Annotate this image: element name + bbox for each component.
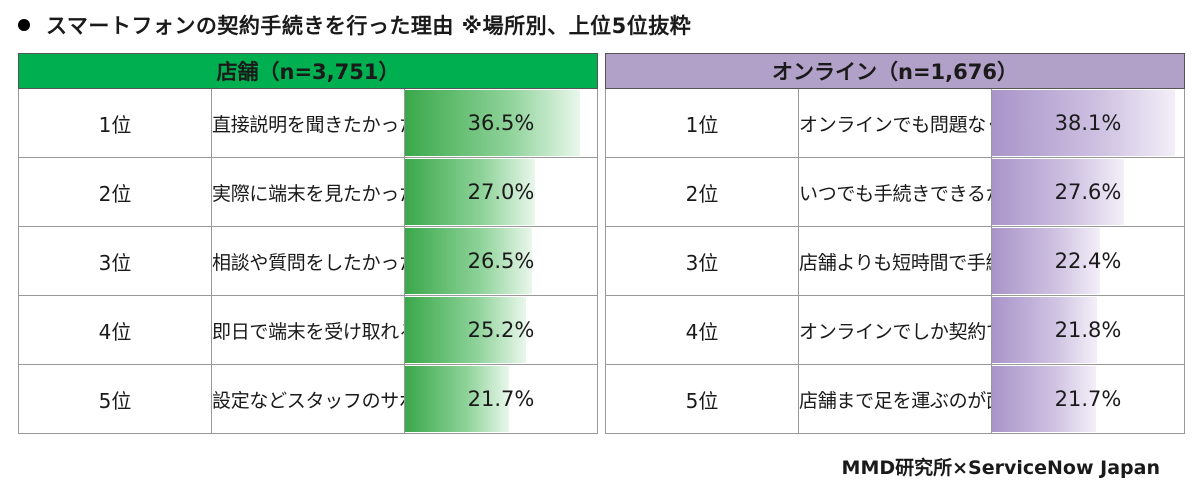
online-bar-4 [992, 297, 1097, 363]
percent-label: 25.2% [467, 318, 535, 342]
reason-label: いつでも手続きできるから [798, 157, 992, 227]
online-row-5: 5位店舗まで足を運ぶのが面倒だから 21.7% [605, 364, 1185, 434]
rank-label: 3位 [605, 226, 799, 296]
online-table-body: 1位オンラインでも問題なく手続きできるから 38.1% 2位いつでも手続きできるから… [605, 88, 1185, 434]
rank-label: 4位 [605, 295, 799, 365]
rank-label: 2位 [605, 157, 799, 227]
online-header: オンライン（n=1,676） [605, 53, 1185, 89]
store-row-1: 1位直接説明を聞きたかったから 36.5% [18, 88, 598, 158]
online-bar-2 [992, 159, 1125, 225]
online-bar-1 [992, 90, 1175, 156]
percent-cell: 27.0% [404, 157, 598, 227]
reason-label: 実際に端末を見たかったから [211, 157, 405, 227]
store-row-4: 4位即日で端末を受け取れるから 25.2% [18, 295, 598, 365]
rank-label: 2位 [18, 157, 212, 227]
store-table: 店舗（n=3,751） 1位直接説明を聞きたかったから 36.5% 2位実際に端末を… [18, 53, 598, 434]
rank-label: 5位 [18, 364, 212, 434]
online-row-4: 4位オンラインでしか契約できない内容だったから 21.8% [605, 295, 1185, 365]
percent-label: 21.7% [1054, 387, 1122, 411]
reason-label: オンラインでしか契約できない内容だったから [798, 295, 992, 365]
store-bar-4 [405, 297, 526, 363]
percent-label: 26.5% [467, 249, 535, 273]
percent-label: 38.1% [1054, 111, 1122, 135]
reason-label: 店舗まで足を運ぶのが面倒だから [798, 364, 992, 434]
source-credit: MMD研究所×ServiceNow Japan [841, 457, 1160, 479]
online-row-2: 2位いつでも手続きできるから 27.6% [605, 157, 1185, 227]
store-row-5: 5位設定などスタッフのサポートを受けたかったから 21.7% [18, 364, 598, 434]
online-row-1: 1位オンラインでも問題なく手続きできるから 38.1% [605, 88, 1185, 158]
percent-cell: 36.5% [404, 88, 598, 158]
reason-label: 直接説明を聞きたかったから [211, 88, 405, 158]
store-row-2: 2位実際に端末を見たかったから 27.0% [18, 157, 598, 227]
reason-label: 設定などスタッフのサポートを受けたかったから [211, 364, 405, 434]
rank-label: 5位 [605, 364, 799, 434]
percent-cell: 22.4% [991, 226, 1185, 296]
percent-cell: 38.1% [991, 88, 1185, 158]
reason-label: 店舗よりも短時間で手続きできるから [798, 226, 992, 296]
rank-label: 4位 [18, 295, 212, 365]
store-header: 店舗（n=3,751） [18, 53, 598, 89]
percent-label: 21.8% [1054, 318, 1122, 342]
rank-label: 1位 [605, 88, 799, 158]
store-bar-1 [405, 90, 581, 156]
online-bar-5 [992, 366, 1097, 432]
percent-label: 21.7% [467, 387, 535, 411]
rank-label: 3位 [18, 226, 212, 296]
percent-label: 27.6% [1054, 180, 1122, 204]
reason-label: 即日で端末を受け取れるから [211, 295, 405, 365]
store-row-3: 3位相談や質問をしたかったら 26.5% [18, 226, 598, 296]
percent-cell: 26.5% [404, 226, 598, 296]
online-table: オンライン（n=1,676） 1位オンラインでも問題なく手続きできるから 38.1… [605, 53, 1185, 434]
store-bar-2 [405, 159, 535, 225]
percent-label: 27.0% [467, 180, 535, 204]
chart-title: スマートフォンの契約手続きを行った理由 ※場所別、上位5位抜粋 [46, 14, 692, 38]
bullet-icon [18, 19, 30, 31]
reason-label: オンラインでも問題なく手続きできるから [798, 88, 992, 158]
percent-cell: 21.7% [991, 364, 1185, 434]
store-bar-3 [405, 228, 533, 294]
online-row-3: 3位店舗よりも短時間で手続きできるから 22.4% [605, 226, 1185, 296]
store-table-body: 1位直接説明を聞きたかったから 36.5% 2位実際に端末を見たかったから 27.0%… [18, 88, 598, 434]
percent-cell: 27.6% [991, 157, 1185, 227]
percent-cell: 21.7% [404, 364, 598, 434]
store-bar-5 [405, 366, 510, 432]
percent-cell: 21.8% [991, 295, 1185, 365]
title-row: スマートフォンの契約手続きを行った理由 ※場所別、上位5位抜粋 [14, 8, 691, 42]
percent-cell: 25.2% [404, 295, 598, 365]
percent-label: 36.5% [467, 111, 535, 135]
rank-label: 1位 [18, 88, 212, 158]
reason-label: 相談や質問をしたかったら [211, 226, 405, 296]
online-bar-3 [992, 228, 1100, 294]
percent-label: 22.4% [1054, 249, 1122, 273]
